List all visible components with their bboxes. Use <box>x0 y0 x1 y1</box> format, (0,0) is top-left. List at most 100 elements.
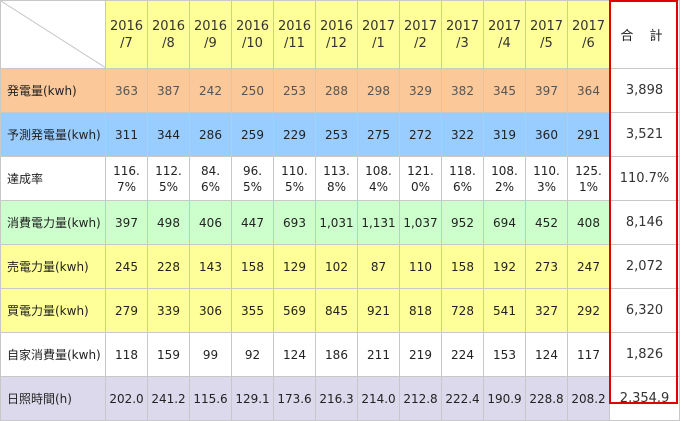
table-row-generation: 発電量(kwh) 363 387 242 250 253 288 298 329… <box>0 68 680 113</box>
row-label: 買電力量(kwh) <box>0 288 106 333</box>
table-cell: 344 <box>147 112 190 157</box>
table-cell: 116. 7% <box>105 156 148 201</box>
total-cell: 2,354.9 <box>609 376 680 421</box>
table-cell: 202.0 <box>105 376 148 421</box>
table-cell: 1,037 <box>399 200 442 245</box>
month-header: 2017 /5 <box>525 0 568 69</box>
row-label: 日照時間(h) <box>0 376 106 421</box>
table-cell: 102 <box>315 244 358 289</box>
table-cell: 229 <box>273 112 316 157</box>
table-cell: 329 <box>399 68 442 113</box>
table-cell: 1,131 <box>357 200 400 245</box>
table-cell: 387 <box>147 68 190 113</box>
table-row-self-consumption: 自家消費量(kwh) 118 159 99 92 124 186 211 219… <box>0 332 680 377</box>
table-cell: 118 <box>105 332 148 377</box>
total-cell: 3,521 <box>609 112 680 157</box>
table-cell: 275 <box>357 112 400 157</box>
table-cell: 355 <box>231 288 274 333</box>
table-cell: 190.9 <box>483 376 526 421</box>
table-row-bought: 買電力量(kwh) 279 339 306 355 569 845 921 81… <box>0 288 680 333</box>
table-cell: 125. 1% <box>567 156 610 201</box>
month-header: 2016 /10 <box>231 0 274 69</box>
table-cell: 408 <box>567 200 610 245</box>
month-header: 2017 /2 <box>399 0 442 69</box>
table-cell: 129.1 <box>231 376 274 421</box>
table-cell: 159 <box>147 332 190 377</box>
table-cell: 129 <box>273 244 316 289</box>
table-cell: 253 <box>273 68 316 113</box>
month-header: 2017 /1 <box>357 0 400 69</box>
table-cell: 112. 5% <box>147 156 190 201</box>
total-cell: 110.7% <box>609 156 680 201</box>
month-header: 2016 /11 <box>273 0 316 69</box>
table-cell: 110. 3% <box>525 156 568 201</box>
table-row-consumption: 消費電力量(kwh) 397 498 406 447 693 1,031 1,1… <box>0 200 680 245</box>
table-cell: 273 <box>525 244 568 289</box>
table-cell: 192 <box>483 244 526 289</box>
table-cell: 298 <box>357 68 400 113</box>
table-cell: 219 <box>399 332 442 377</box>
table-cell: 364 <box>567 68 610 113</box>
header-row: 2016 /7 2016 /8 2016 /9 2016 /10 2016 /1… <box>0 0 680 69</box>
total-header: 合 計 <box>609 0 680 69</box>
table-cell: 247 <box>567 244 610 289</box>
month-header: 2017 /6 <box>567 0 610 69</box>
table-cell: 406 <box>189 200 232 245</box>
table-cell: 173.6 <box>273 376 316 421</box>
corner-cell <box>0 0 106 69</box>
table-cell: 498 <box>147 200 190 245</box>
table-cell: 110. 5% <box>273 156 316 201</box>
table-cell: 241.2 <box>147 376 190 421</box>
table-cell: 397 <box>525 68 568 113</box>
diagonal-line-icon <box>1 1 105 68</box>
table-cell: 211 <box>357 332 400 377</box>
row-label: 自家消費量(kwh) <box>0 332 106 377</box>
table-cell: 345 <box>483 68 526 113</box>
table-row-predicted: 予測発電量(kwh) 311 344 286 259 229 253 275 2… <box>0 112 680 157</box>
total-cell: 1,826 <box>609 332 680 377</box>
table-row-sunshine: 日照時間(h) 202.0 241.2 115.6 129.1 173.6 21… <box>0 376 680 421</box>
table-cell: 143 <box>189 244 232 289</box>
table-cell: 288 <box>315 68 358 113</box>
table-cell: 108. 4% <box>357 156 400 201</box>
table-cell: 279 <box>105 288 148 333</box>
table-cell: 117 <box>567 332 610 377</box>
table-cell: 158 <box>441 244 484 289</box>
table-cell: 845 <box>315 288 358 333</box>
table-cell: 382 <box>441 68 484 113</box>
table-cell: 115.6 <box>189 376 232 421</box>
row-label: 発電量(kwh) <box>0 68 106 113</box>
table-cell: 292 <box>567 288 610 333</box>
table-cell: 693 <box>273 200 316 245</box>
table-cell: 124 <box>273 332 316 377</box>
table-cell: 108. 2% <box>483 156 526 201</box>
table-cell: 311 <box>105 112 148 157</box>
table-cell: 1,031 <box>315 200 358 245</box>
table-cell: 99 <box>189 332 232 377</box>
table-cell: 250 <box>231 68 274 113</box>
table-cell: 92 <box>231 332 274 377</box>
table-cell: 222.4 <box>441 376 484 421</box>
table-cell: 124 <box>525 332 568 377</box>
month-header: 2016 /9 <box>189 0 232 69</box>
month-header: 2016 /7 <box>105 0 148 69</box>
table-cell: 291 <box>567 112 610 157</box>
table-cell: 339 <box>147 288 190 333</box>
row-label: 達成率 <box>0 156 106 201</box>
total-cell: 3,898 <box>609 68 680 113</box>
row-label: 予測発電量(kwh) <box>0 112 106 157</box>
table-cell: 818 <box>399 288 442 333</box>
table-cell: 113. 8% <box>315 156 358 201</box>
table-cell: 153 <box>483 332 526 377</box>
row-label: 消費電力量(kwh) <box>0 200 106 245</box>
table-cell: 921 <box>357 288 400 333</box>
table-cell: 110 <box>399 244 442 289</box>
table-cell: 186 <box>315 332 358 377</box>
month-header: 2017 /4 <box>483 0 526 69</box>
table-cell: 694 <box>483 200 526 245</box>
table-cell: 121. 0% <box>399 156 442 201</box>
table-cell: 306 <box>189 288 232 333</box>
table-cell: 212.8 <box>399 376 442 421</box>
table-cell: 242 <box>189 68 232 113</box>
